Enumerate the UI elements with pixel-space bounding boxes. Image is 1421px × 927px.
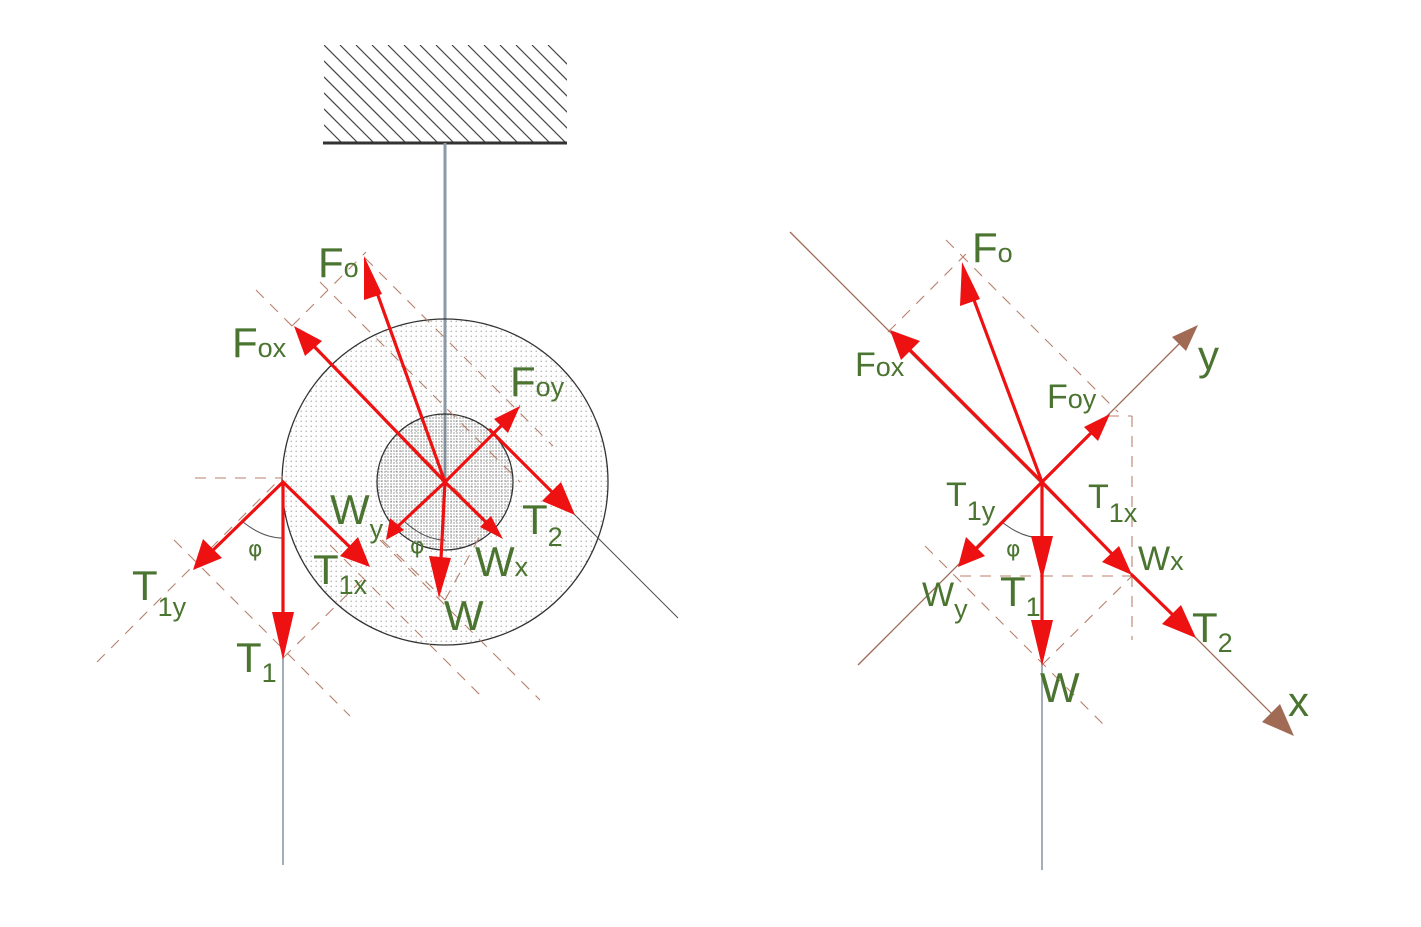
right-figure: Fo Fox Foy T1y T1x Wx Wy T1 T2 W φ x y	[789, 224, 1309, 870]
r-arrow-fo	[966, 282, 1044, 484]
ceiling-hatch	[324, 45, 567, 143]
label-fo: Fo	[318, 239, 359, 286]
r-arrowhead-fo	[960, 262, 980, 306]
r-label-t2: T2	[1192, 604, 1233, 658]
r-label-t1x: T1x	[1088, 478, 1138, 528]
arrowhead-t1	[272, 612, 294, 660]
label-wx: Wx	[475, 538, 529, 585]
label-w: W	[444, 592, 484, 639]
r-label-phi: φ	[1006, 537, 1021, 562]
x-axis-arrowhead	[1262, 704, 1294, 736]
arrowhead-fo	[364, 256, 382, 300]
r-label-fox: Fox	[855, 346, 905, 384]
arrowhead-w	[429, 556, 451, 598]
r-arrowhead-foy	[1084, 414, 1110, 441]
label-t2: T2	[522, 496, 563, 552]
arrow-t1y	[205, 480, 285, 558]
label-t1: T1	[236, 634, 277, 688]
arrowhead-t1y	[193, 539, 222, 570]
r-label-wy: Wy	[922, 576, 968, 624]
r-arrowhead-w	[1031, 620, 1053, 666]
arrow-fox	[306, 338, 447, 484]
label-foy: Foy	[510, 358, 565, 405]
arrow-t1x	[281, 480, 358, 555]
r-arrowhead-t1y	[958, 537, 985, 567]
arrowhead-wy	[386, 518, 404, 540]
arrow-fo	[369, 274, 447, 484]
r-arrow-t1y	[970, 480, 1044, 555]
r-label-foy: Foy	[1047, 378, 1097, 416]
phi-arc-left	[242, 521, 284, 539]
label-phi-left: φ	[248, 537, 263, 562]
right-force-arrows	[890, 262, 1196, 666]
arrowhead-t1x	[340, 537, 370, 567]
arrowhead-fox	[294, 326, 322, 356]
r-label-wx: Wx	[1138, 540, 1184, 578]
r-label-fo: Fo	[972, 224, 1013, 271]
r-arrow-foy	[1040, 424, 1100, 484]
arrow-foy	[443, 417, 510, 484]
axis-y-label: y	[1198, 332, 1219, 379]
y-axis-arrowhead	[1172, 325, 1198, 351]
r-arrowhead-fox	[890, 330, 920, 360]
label-phi-center: φ	[410, 534, 425, 559]
label-t1y: T1y	[132, 562, 187, 622]
left-labels: Fo Fox Foy Wy Wx W T2 T1y T1x T1 φ φ	[132, 239, 565, 688]
arrowhead-t2	[542, 482, 575, 515]
r-arrow-t2	[1130, 573, 1178, 620]
label-wy: Wy	[330, 486, 384, 544]
label-fox: Fox	[232, 319, 287, 366]
right-labels: Fo Fox Foy T1y T1x Wx Wy T1 T2 W φ x y	[855, 224, 1309, 725]
axis-x-label: x	[1288, 678, 1309, 725]
arrow-wy	[394, 480, 447, 530]
r-arrow-t1x	[1040, 480, 1120, 562]
r-label-w: W	[1040, 664, 1080, 711]
phi-arc-right	[1001, 521, 1043, 539]
arrow-wx	[443, 480, 494, 530]
right-dashed-guides	[887, 239, 1133, 727]
r-label-t1: T1	[1000, 568, 1041, 622]
label-t1x: T1x	[313, 546, 368, 600]
arrowhead-foy	[494, 406, 520, 433]
arrowhead-wx	[480, 516, 503, 539]
r-arrow-fox	[904, 344, 1044, 484]
left-figure: Fo Fox Foy Wy Wx W T2 T1y T1x T1 φ φ	[96, 45, 679, 865]
arrow-t2	[488, 428, 560, 500]
r-arrowhead-t1x	[1102, 546, 1132, 575]
left-force-arrows	[193, 256, 575, 660]
r-arrowhead-t2	[1162, 605, 1196, 638]
r-arrowhead-t1	[1031, 536, 1053, 580]
r-label-t1y: T1y	[946, 476, 996, 526]
